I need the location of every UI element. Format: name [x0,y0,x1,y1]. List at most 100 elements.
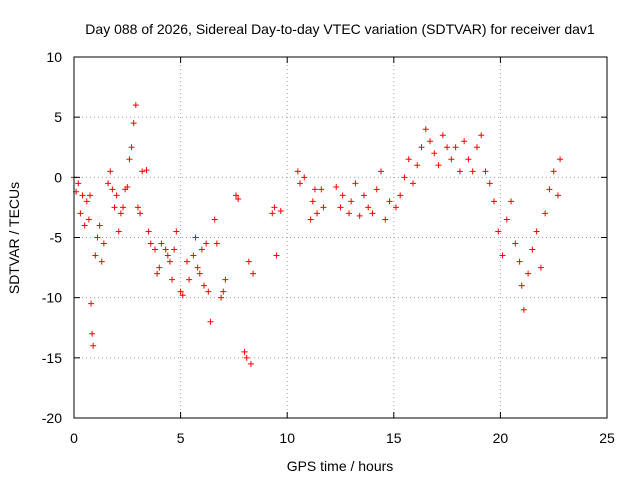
data-point [401,174,408,181]
data-point [222,276,229,283]
data-point [525,270,532,277]
data-point [207,318,214,325]
data-point [132,102,139,109]
data-point [94,234,101,241]
data-point [499,252,506,259]
data-point [79,192,86,199]
data-point [546,186,553,193]
y-tick-label: 10 [46,49,62,65]
data-point [339,192,346,199]
data-point [179,292,186,299]
data-point [81,222,88,229]
data-point [405,156,412,163]
data-point [205,288,212,295]
data-point [397,192,404,199]
data-point [169,276,176,283]
data-point [301,174,308,181]
data-point [482,168,489,175]
data-point [134,204,141,211]
data-point [473,144,480,151]
data-point [173,228,180,235]
data-point [320,204,327,211]
data-point [360,192,367,199]
data-point [352,180,359,187]
data-point [190,252,197,259]
data-point [105,180,112,187]
data-point [143,167,150,174]
data-point [162,246,169,253]
data-point [378,168,385,175]
data-point [478,132,485,139]
y-axis-label: SDTVAR / TECUs [6,182,22,294]
data-point [247,360,254,367]
data-point [147,240,154,247]
y-tick-label: 0 [54,169,62,185]
data-point [518,282,525,289]
data-point [307,216,314,223]
x-tick-label: 10 [279,430,295,446]
data-point [89,330,96,337]
data-point [77,210,84,217]
data-point [86,192,93,199]
data-point [109,186,116,193]
data-point [273,252,280,259]
data-point [386,198,393,205]
data-point [241,348,248,355]
data-point [194,264,201,271]
data-point [83,198,90,205]
data-point [337,204,344,211]
data-point [533,228,540,235]
y-tick-label: -10 [42,290,62,306]
x-tick-label: 20 [493,430,509,446]
data-point [75,180,82,187]
data-point [439,132,446,139]
data-point [111,204,118,211]
data-point [171,246,178,253]
data-point [220,288,227,295]
x-tick-labels: 0 5 10 15 20 25 [70,430,615,446]
data-point [427,138,434,145]
data-point [418,144,425,151]
data-point [554,192,561,199]
data-point [177,288,184,295]
data-point [520,306,527,313]
x-tick-label: 5 [177,430,185,446]
data-point [314,210,321,217]
data-point [192,234,199,241]
data-point [107,168,114,175]
data-point [537,264,544,271]
data-point [198,246,205,253]
data-point [271,204,278,211]
data-point [233,192,240,199]
data-point [392,204,399,211]
y-tick-label: -20 [42,410,62,426]
data-point [369,210,376,217]
data-point [382,216,389,223]
data-point [120,204,127,211]
grid-lines [74,57,607,418]
y-tick-label: -15 [42,350,62,366]
data-point [409,180,416,187]
data-point [346,210,353,217]
data-point [431,150,438,157]
data-point [486,180,493,187]
y-tick-label: -5 [50,230,63,246]
data-point [365,204,372,211]
data-point [130,120,137,127]
y-tick-label: 5 [54,109,62,125]
data-point [154,270,161,277]
data-point [465,156,472,163]
data-point [422,126,429,133]
data-point [211,216,218,223]
data-point [100,240,107,247]
data-point [333,183,340,190]
data-point [461,138,468,145]
data-point [294,168,301,175]
data-point [126,156,133,163]
data-point [435,162,442,169]
data-point [318,186,325,193]
data-point [542,210,549,217]
data-point [452,144,459,151]
